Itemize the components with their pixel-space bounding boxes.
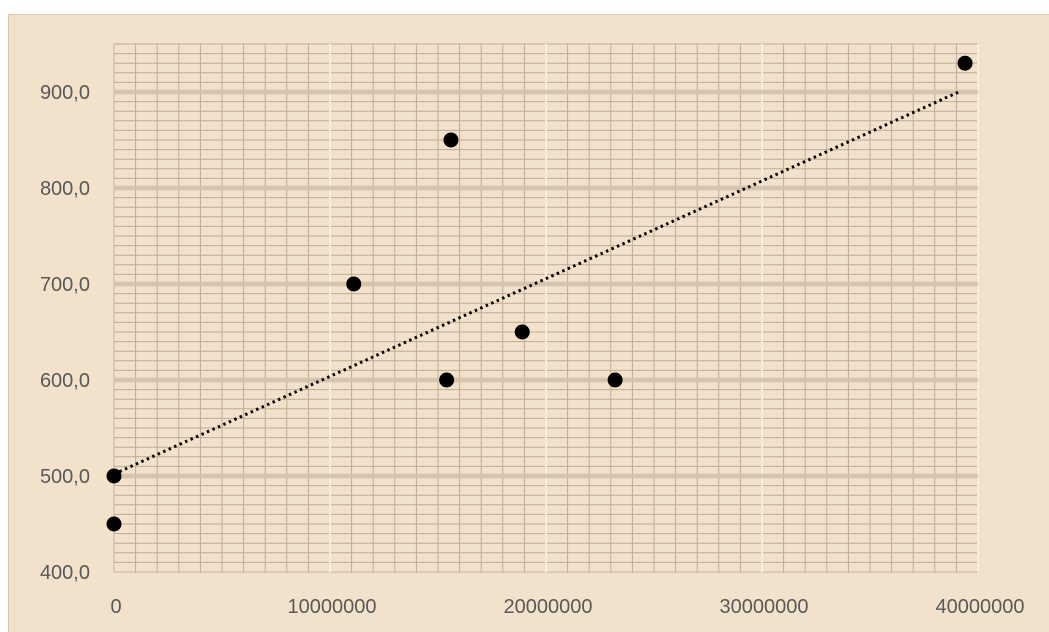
data-point	[346, 276, 362, 292]
y-axis-tick-labels: 400,0 500,0 600,0 700,0 800,0 900,0	[40, 82, 90, 584]
x-axis-tick-labels: 0 10000000 20000000 30000000 40000000	[110, 596, 1024, 618]
x-tick-label: 0	[110, 596, 121, 618]
y-tick-label: 400,0	[40, 562, 90, 584]
y-tick-label: 800,0	[40, 178, 90, 200]
x-tick-label: 30000000	[720, 596, 809, 618]
data-point	[106, 516, 122, 532]
data-point	[514, 324, 530, 340]
linear-trendline	[113, 89, 962, 476]
y-tick-label: 500,0	[40, 466, 90, 488]
y-tick-label: 900,0	[40, 82, 90, 104]
data-point	[957, 55, 973, 71]
y-tick-label: 600,0	[40, 370, 90, 392]
x-tick-label: 10000000	[288, 596, 377, 618]
trendline-group	[113, 89, 962, 476]
major-gridlines	[114, 44, 979, 572]
data-points	[106, 55, 973, 532]
x-tick-label: 40000000	[936, 596, 1025, 618]
x-tick-label: 20000000	[504, 596, 593, 618]
data-point	[106, 468, 122, 484]
data-point	[607, 372, 623, 388]
data-point	[443, 132, 459, 148]
y-tick-label: 700,0	[40, 274, 90, 296]
data-point	[439, 372, 455, 388]
